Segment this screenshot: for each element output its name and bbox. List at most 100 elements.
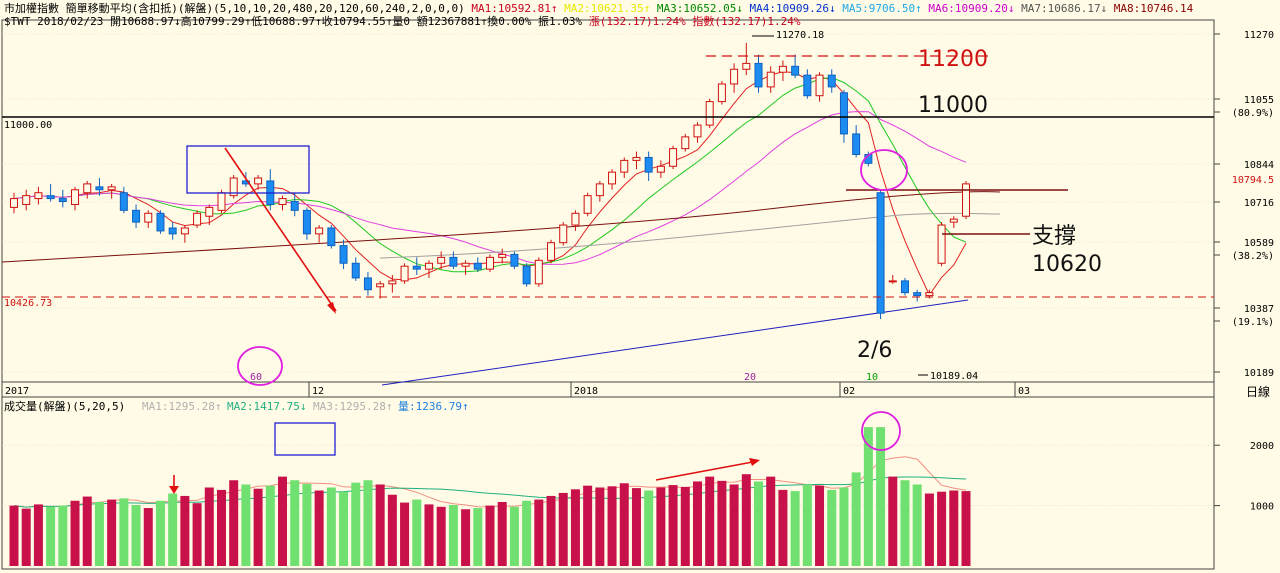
candle-up <box>730 68 739 85</box>
volume-bar <box>143 508 153 566</box>
ma-legend-line: 市加權指數 簡單移動平均(含扣抵)(解盤)(5,10,10,20,480,20,… <box>4 1 1194 15</box>
candle-up <box>34 192 43 200</box>
volume-bar <box>949 490 959 566</box>
header-part: MA1:10592.81↑ <box>465 2 558 15</box>
volume-bar <box>326 487 336 566</box>
candle-down <box>852 133 861 156</box>
volume-bar <box>558 492 568 566</box>
candle-down <box>510 253 519 267</box>
candle-up <box>388 280 397 285</box>
volume-tick-label: 2000 <box>1250 441 1274 452</box>
candle-down <box>132 209 141 223</box>
candle-down <box>754 62 763 88</box>
candle-down <box>327 227 336 247</box>
low-line-label: 10426.73 <box>4 298 52 309</box>
volume-bar <box>754 481 764 566</box>
candle-up <box>315 227 324 235</box>
candle-down <box>803 74 812 97</box>
volume-bar <box>656 487 666 566</box>
candle-up <box>778 65 787 73</box>
volume-bar <box>668 485 678 566</box>
svg-text:量:1236.79↑: 量:1236.79↑ <box>398 400 469 413</box>
volume-bar <box>912 484 922 566</box>
candle-up <box>180 227 189 235</box>
volume-bar <box>58 505 68 566</box>
volume-bar <box>741 474 751 566</box>
candle-up <box>217 192 226 211</box>
candle-up <box>656 165 665 173</box>
header-part: $TWT 2018/02/23 開10688.97↓高10799.29↑低106… <box>4 14 582 28</box>
candle-up <box>669 148 678 167</box>
volume-bar <box>644 490 654 566</box>
candle-down <box>95 186 104 191</box>
candle-up <box>742 62 751 70</box>
volume-bar <box>302 483 312 566</box>
volume-bar <box>631 488 641 566</box>
price-tick-label: 10716 <box>1244 198 1274 209</box>
time-tick-label: 02 <box>843 386 855 397</box>
volume-bar <box>778 489 788 566</box>
volume-bar <box>607 486 617 566</box>
support-value: 10620 <box>1032 252 1102 277</box>
volume-bar <box>619 483 629 566</box>
candle-up <box>949 218 958 223</box>
candle-down <box>58 198 67 203</box>
candle-down <box>302 209 311 235</box>
volume-bar <box>839 487 849 566</box>
marker-10: 10 <box>866 372 878 383</box>
candle-up <box>925 292 934 297</box>
chart-header: 市加權指數 簡單移動平均(含扣抵)(解盤)(5,10,10,20,480,20,… <box>4 1 1194 28</box>
volume-bar <box>46 506 56 566</box>
candle-down <box>156 212 165 232</box>
volume-bar <box>363 480 373 566</box>
header-part: MA4:10909.26↓ <box>743 2 836 15</box>
candle-up <box>705 101 714 126</box>
volume-axis: 2000 1000 <box>1214 441 1274 513</box>
circle-marker-60 <box>237 346 283 386</box>
candle-up <box>424 262 433 270</box>
volume-bar <box>107 499 117 566</box>
header-part: 指數(132.17)1.24% <box>686 14 801 28</box>
candle-up <box>608 171 617 185</box>
volume-bar <box>70 500 80 566</box>
volume-bar <box>485 505 495 566</box>
candle-up <box>693 124 702 138</box>
down-arrowhead <box>327 302 336 314</box>
volume-bar <box>448 505 458 566</box>
volume-bar <box>497 501 507 566</box>
candle-up <box>400 265 409 282</box>
time-tick-label: 2017 <box>5 386 29 397</box>
volume-bar <box>290 480 300 566</box>
candle-up <box>681 136 690 150</box>
marker-20: 20 <box>744 372 756 383</box>
candle-up <box>278 198 287 205</box>
price-tick-label: (19.1%) <box>1232 317 1274 328</box>
volume-bar <box>522 500 532 566</box>
high-mark: 11270.18 <box>776 30 824 41</box>
volume-bar <box>131 505 141 566</box>
volume-bar <box>717 480 727 566</box>
volume-bar <box>94 501 104 566</box>
volume-bar <box>461 509 471 566</box>
candle-up <box>583 195 592 214</box>
volume-bar <box>937 491 947 566</box>
label-11200: 11200 <box>918 47 988 72</box>
time-axis: 2017 12 2018 02 03 <box>1 381 1214 397</box>
candle-down <box>473 262 482 270</box>
volume-bar <box>705 476 715 566</box>
volume-bar <box>509 506 519 566</box>
quote-info-line: $TWT 2018/02/23 開10688.97↓高10799.29↑低106… <box>4 14 801 28</box>
volume-bar <box>790 491 800 566</box>
candle-down <box>339 245 348 264</box>
candle-up <box>559 224 568 244</box>
highlight-box-volume <box>274 422 336 456</box>
volume-bar <box>595 487 605 566</box>
header-part: MA8:10746.14 <box>1107 2 1193 15</box>
volume-bar <box>766 476 776 566</box>
ma-long-line <box>1 191 1001 263</box>
volume-bar <box>412 499 422 566</box>
price-tick-label: 10189 <box>1244 368 1274 379</box>
candle-down <box>900 280 909 294</box>
volume-bar <box>278 476 288 566</box>
price-tick-label: (38.2%) <box>1232 251 1274 262</box>
